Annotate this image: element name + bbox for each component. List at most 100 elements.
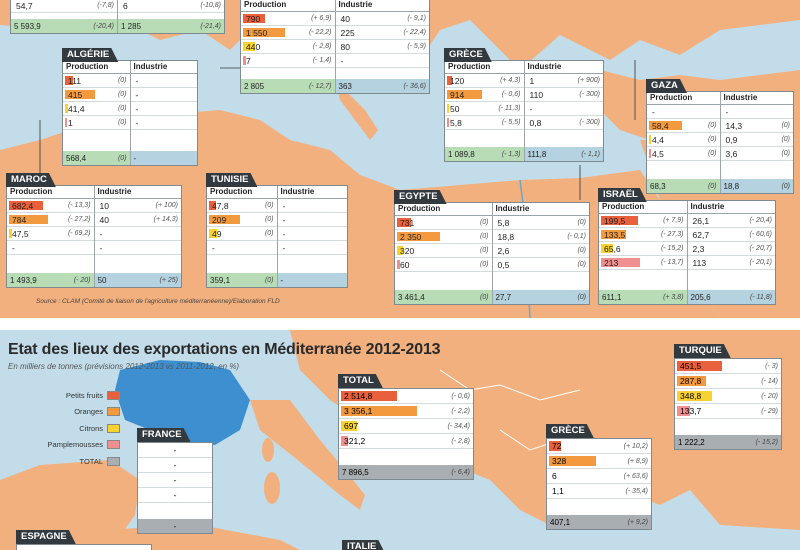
cell-value: 80 bbox=[340, 41, 350, 52]
cell-value: 47,5 bbox=[12, 228, 29, 239]
total-change: (0) bbox=[479, 293, 489, 301]
cell-value: 1 550 bbox=[246, 27, 268, 38]
value-bar bbox=[341, 406, 418, 416]
industrie-column: Industrie 1 (+ 900) 110 (- 300) -0,8 (- 300) 11… bbox=[524, 61, 603, 161]
value-bar bbox=[397, 246, 403, 255]
cell-change: (- 3) bbox=[765, 362, 778, 370]
column-header: Production bbox=[599, 201, 687, 214]
table-row: 225 (- 22,4) bbox=[335, 26, 429, 40]
table-row: 49 (0) bbox=[207, 227, 277, 241]
cell-value: 5,8 bbox=[497, 217, 510, 228]
cell-change: (- 2,2) bbox=[451, 407, 470, 415]
cell-value: 26,1 bbox=[692, 215, 710, 226]
cell-change: (- 35,4) bbox=[625, 487, 648, 495]
export-row: - bbox=[138, 473, 212, 488]
cell-value: - bbox=[173, 490, 177, 500]
cell-value: - bbox=[135, 89, 139, 100]
cell-value: - bbox=[282, 200, 286, 211]
table-row: 1 (+ 900) bbox=[524, 74, 603, 88]
table-row: 65,6 (- 15,2) bbox=[599, 242, 687, 256]
box-label-espagne: ESPAGNE bbox=[16, 530, 76, 544]
table-row: - bbox=[130, 88, 197, 102]
cell-change: (0) bbox=[781, 150, 790, 157]
total-value: 50 bbox=[97, 275, 107, 285]
export-row: - bbox=[138, 488, 212, 503]
table-row: 2,3 (- 20,7) bbox=[687, 242, 775, 256]
table-row: - bbox=[130, 74, 197, 88]
cell-change: (0) bbox=[117, 91, 127, 98]
cell-value: 49 bbox=[212, 228, 222, 239]
table-row: 18,8 (- 0,1) bbox=[492, 230, 589, 244]
cell-value: - bbox=[99, 228, 103, 239]
cell-change: (- 1,4) bbox=[312, 57, 332, 64]
total-row: 7 896,5 (- 6,4) bbox=[339, 465, 473, 479]
cell-value: 18,8 bbox=[497, 231, 515, 242]
value-bar bbox=[601, 216, 638, 225]
card-algerie: ALGÉRIE Production 111 (0) 415 (0) 41,4 (0) 1 (0… bbox=[62, 60, 198, 166]
value-bar bbox=[649, 121, 682, 130]
legend-swatch bbox=[107, 456, 120, 466]
exports-map-panel: Etat des lieux des exportations en Médit… bbox=[0, 330, 800, 550]
export-row: 348,8 (- 20) bbox=[675, 389, 781, 404]
cell-value: 5,8 bbox=[450, 117, 462, 128]
total-change: (-21,4) bbox=[200, 22, 221, 30]
value-bar bbox=[447, 118, 450, 127]
cell-change: (0) bbox=[577, 261, 586, 268]
cell-change: (+ 7,9) bbox=[663, 217, 684, 224]
value-bar bbox=[341, 436, 348, 446]
value-bar bbox=[65, 104, 68, 113]
table-row: 6 (-10,8) bbox=[118, 0, 224, 13]
cell-change: (- 27,2) bbox=[67, 216, 91, 223]
country-tag: EGYPTE bbox=[394, 190, 447, 204]
total-change: (- 1,1) bbox=[581, 150, 600, 158]
total-value: - bbox=[133, 153, 137, 163]
cell-value: 54,7 bbox=[16, 0, 33, 11]
industrie-column: Industrie 10 (+ 100) 40 (+ 14,3) - - 50 (+ 25) bbox=[94, 186, 181, 287]
cell-value: 4,4 bbox=[652, 134, 664, 145]
export-row: 72 (+ 10,2) bbox=[547, 439, 651, 454]
total-value: 1 493,9 bbox=[10, 275, 37, 285]
cell-value: 1,1 bbox=[552, 486, 564, 496]
total-row: 205,6 (- 11,8) bbox=[687, 290, 775, 304]
value-bar bbox=[243, 28, 286, 37]
table-row: 731 (0) bbox=[395, 216, 492, 230]
exports-subtitle: En milliers de tonnes (prévisions 2012-2… bbox=[8, 362, 240, 371]
card-maroc: MAROC Production 682,4 (- 13,3) 784 (- 27,2)… bbox=[6, 185, 182, 288]
legend: Petits fruits Oranges Citrons Pamplemousses… bbox=[40, 387, 120, 470]
cell-value: - bbox=[99, 242, 103, 253]
cell-value: 120 bbox=[450, 75, 465, 86]
country-tag: MAROC bbox=[6, 173, 56, 187]
column-header: Industrie bbox=[94, 186, 181, 199]
cell-value: 2 514,8 bbox=[344, 391, 373, 401]
table-row: 133,5 (- 27,3) bbox=[599, 228, 687, 242]
total-row: 27,7 (0) bbox=[492, 290, 589, 304]
cell-value: 41,4 bbox=[68, 103, 85, 114]
total-row: 2 805 (- 12,7) bbox=[241, 79, 335, 93]
export-row: 697 (- 34,4) bbox=[339, 419, 473, 434]
cell-value: - bbox=[135, 117, 139, 128]
cell-change: (- 2,8) bbox=[451, 437, 470, 445]
cell-value: 451,5 bbox=[680, 361, 702, 371]
table-row: - bbox=[277, 227, 347, 241]
cell-value: 10 bbox=[99, 200, 109, 211]
value-bar bbox=[649, 135, 652, 144]
legend-item: Oranges bbox=[40, 404, 120, 421]
country-tag: GRÈCE bbox=[444, 48, 492, 62]
cell-value: 697 bbox=[344, 421, 359, 431]
cell-value: - bbox=[282, 228, 286, 239]
total-row: 18,8 (0) bbox=[720, 179, 793, 193]
cell-change: (0) bbox=[264, 216, 274, 223]
value-bar bbox=[601, 244, 614, 253]
cell-value: 440 bbox=[246, 41, 261, 52]
value-bar bbox=[341, 421, 358, 431]
table-row: - bbox=[277, 213, 347, 227]
cell-value: - bbox=[173, 460, 177, 470]
cell-change: (0) bbox=[479, 233, 489, 240]
cell-value: 348,8 bbox=[680, 391, 702, 401]
value-bar bbox=[447, 90, 483, 99]
table-row: - bbox=[130, 102, 197, 116]
column-header: Industrie bbox=[277, 186, 347, 199]
total-value: 568,4 bbox=[66, 153, 87, 163]
cell-change: (- 20,7) bbox=[749, 245, 772, 252]
value-bar bbox=[601, 258, 641, 267]
